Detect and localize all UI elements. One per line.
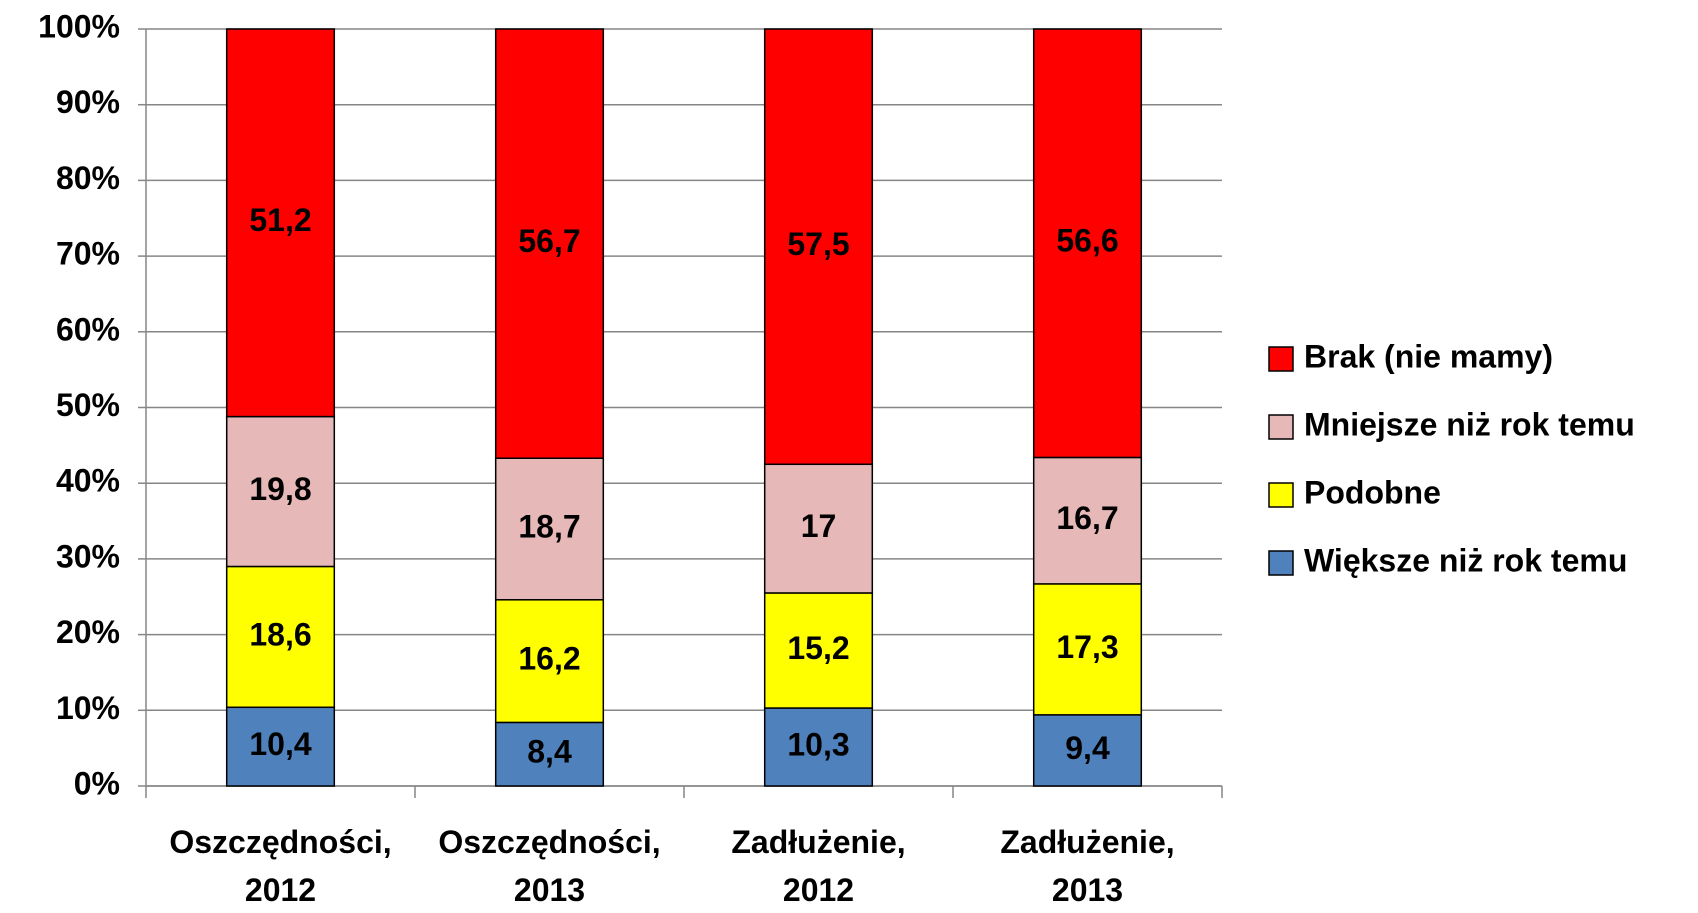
y-tick-label: 0% [74,765,120,801]
bar-segment [763,707,874,787]
y-tick-label: 50% [56,387,120,423]
y-tick-label: 100% [38,8,120,44]
data-label: 18,7 [518,508,580,544]
data-label: 10,3 [787,726,849,762]
data-label: 17,3 [1056,629,1118,665]
data-label: 8,4 [527,734,572,770]
x-tick-label: Zadłużenie, 2012 [731,824,906,908]
legend-label: Większe niż rok temu [1304,542,1627,578]
x-tick-label: Zadłużenie, 2013 [1000,824,1175,908]
data-label: 19,8 [249,471,311,507]
data-label: 10,4 [249,726,311,762]
bar-segment [225,706,336,787]
data-label: 18,6 [249,616,311,652]
bar-segment [763,592,874,709]
y-tick-label: 30% [56,538,120,574]
y-tick-label: 60% [56,311,120,347]
bar-segment [1032,714,1143,787]
legend-label: Brak (nie mamy) [1304,338,1553,374]
legend-swatch [1268,346,1294,372]
legend-label: Podobne [1304,474,1441,510]
y-tick-label: 20% [56,614,120,650]
data-label: 51,2 [249,202,311,238]
y-tick-label: 90% [56,84,120,120]
data-label: 56,7 [518,223,580,259]
bar-segment [763,28,874,466]
data-label: 56,6 [1056,223,1118,259]
y-tick-label: 10% [56,690,120,726]
bar-segment [1032,583,1143,716]
x-tick-label: Oszczędności, 2013 [438,824,661,908]
bar-segment [225,415,336,568]
bar-segment [225,28,336,418]
data-label: 15,2 [787,630,849,666]
bar-segment [225,565,336,709]
legend-label: Mniejsze niż rok temu [1304,406,1635,442]
bar-segment [1032,28,1143,459]
data-label: 17 [801,508,837,544]
legend-swatch [1268,414,1294,440]
bar-segment [494,28,605,459]
data-label: 16,7 [1056,500,1118,536]
y-tick-label: 80% [56,160,120,196]
data-label: 9,4 [1065,730,1110,766]
data-label: 57,5 [787,226,849,262]
data-label: 16,2 [518,641,580,677]
y-tick-label: 40% [56,463,120,499]
legend-swatch [1268,550,1294,576]
bar-segment [494,721,605,787]
bar-segment [494,599,605,724]
x-tick-label: Oszczędności, 2012 [169,824,392,908]
legend-swatch [1268,482,1294,508]
y-tick-label: 70% [56,236,120,272]
bar-segment [494,457,605,601]
bar-segment [763,463,874,594]
